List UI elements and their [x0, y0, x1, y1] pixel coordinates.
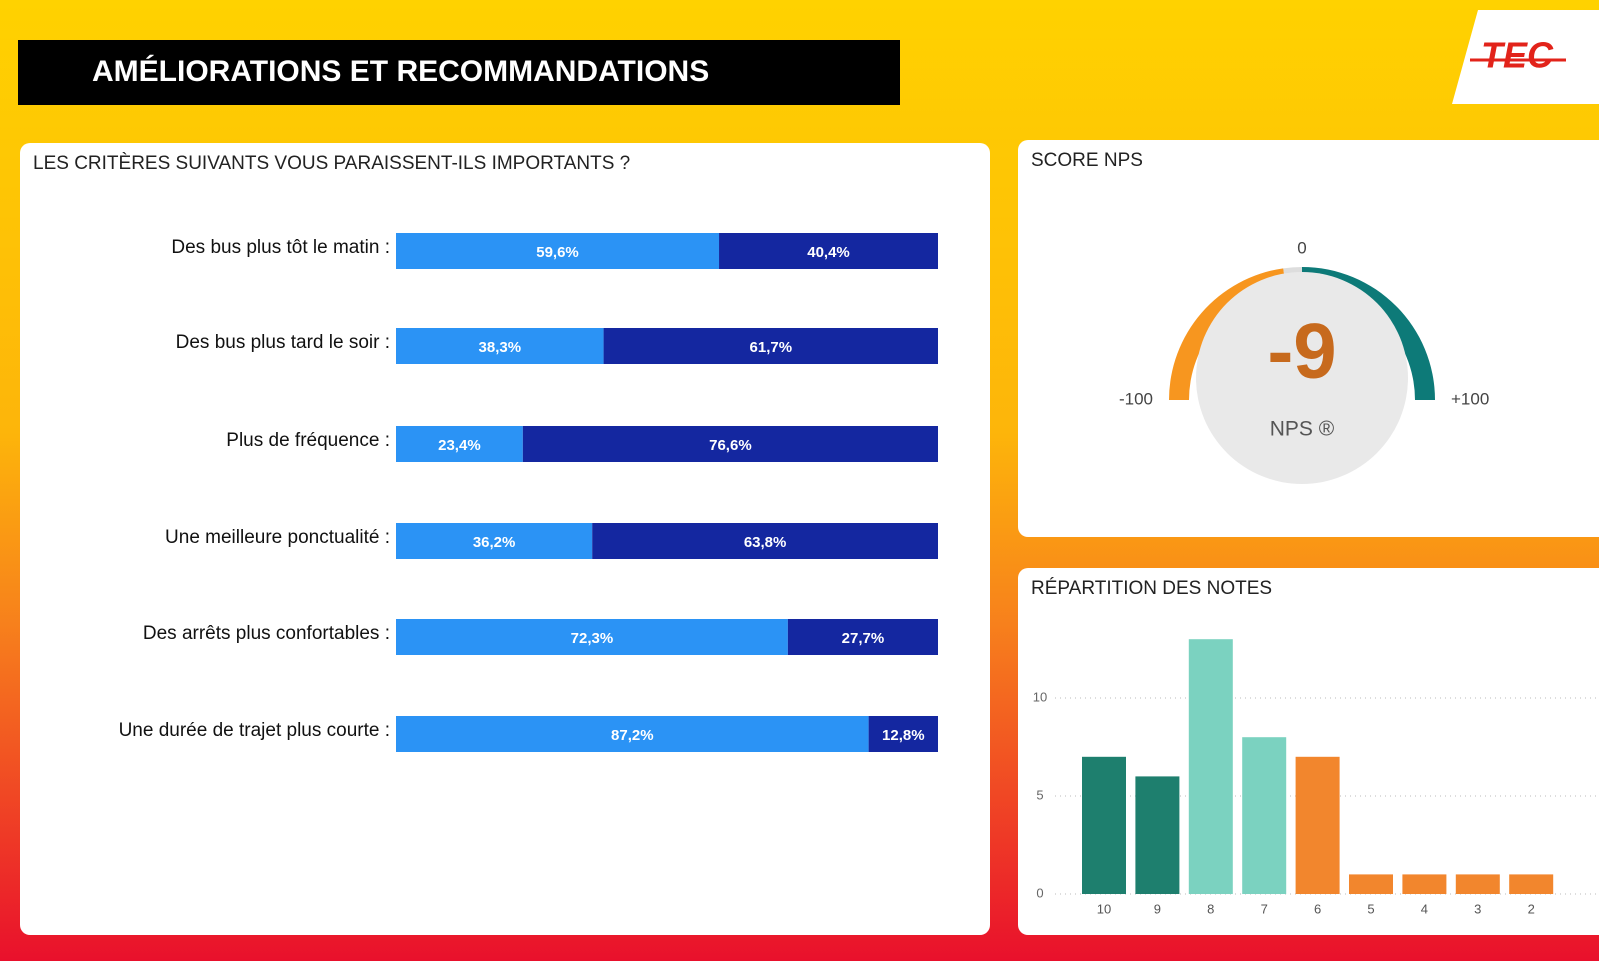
y-tick-label: 5 [1036, 787, 1043, 802]
x-tick-label: 7 [1261, 901, 1268, 916]
category-label: Des bus plus tôt le matin : [171, 237, 390, 258]
value-label: 87,2% [611, 727, 654, 744]
value-label: 12,8% [882, 727, 925, 744]
x-tick-label: 3 [1474, 901, 1481, 916]
bar-segment [396, 619, 788, 655]
bar [1135, 776, 1180, 894]
bar-segment [522, 426, 938, 462]
value-label: 27,7% [842, 630, 885, 647]
bar [1082, 756, 1126, 894]
x-tick-label: 9 [1154, 901, 1161, 916]
value-label: 40,4% [807, 244, 850, 261]
header-bar [18, 40, 900, 105]
x-tick-label: 5 [1367, 901, 1374, 916]
value-label: 63,8% [744, 534, 787, 551]
bar-segment [396, 426, 523, 462]
gauge-tick-label: 0 [1297, 238, 1306, 257]
x-tick-label: 2 [1528, 901, 1535, 916]
bar-segment [787, 619, 938, 655]
value-label: 38,3% [479, 339, 522, 356]
panel-title: SCORE NPS [1031, 150, 1143, 171]
bar [1188, 639, 1233, 894]
bar [1509, 874, 1554, 894]
logo: TEC [1481, 35, 1554, 76]
category-label: Une durée de trajet plus courte : [119, 720, 390, 741]
header-title: AMÉLIORATIONS ET RECOMMANDATIONS [92, 54, 709, 88]
bar-segment [603, 328, 938, 364]
bar-segment [592, 523, 938, 559]
y-tick-label: 0 [1036, 885, 1043, 900]
category-label: Des arrêts plus confortables : [143, 623, 390, 644]
gauge-tick-label: -100 [1119, 389, 1153, 408]
bar [1349, 874, 1393, 894]
gauge-disc [1196, 272, 1408, 484]
x-tick-label: 10 [1097, 901, 1111, 916]
bar-segment [396, 716, 869, 752]
x-tick-label: 8 [1207, 901, 1214, 916]
bar-segment [396, 233, 720, 269]
value-label: 23,4% [438, 437, 481, 454]
category-label: Des bus plus tard le soir : [176, 332, 390, 353]
bar-segment [396, 523, 593, 559]
value-label: 36,2% [473, 534, 516, 551]
category-label: Une meilleure ponctualité : [165, 527, 390, 548]
value-label: 72,3% [571, 630, 614, 647]
gauge-value: -9 [1267, 307, 1336, 395]
y-tick-label: 10 [1033, 689, 1047, 704]
bar-segment [719, 233, 938, 269]
value-label: 76,6% [709, 437, 752, 454]
gauge-tick-label: +100 [1451, 389, 1489, 408]
x-tick-label: 4 [1421, 901, 1428, 916]
bar [1242, 737, 1287, 894]
category-label: Plus de fréquence : [226, 430, 390, 451]
x-tick-label: 6 [1314, 901, 1321, 916]
logo-box [1452, 10, 1599, 104]
bar-segment [396, 328, 604, 364]
gauge-pointer [1281, 283, 1295, 303]
value-label: 61,7% [750, 339, 793, 356]
bar-segment [868, 716, 938, 752]
bar [1402, 874, 1447, 894]
value-label: 59,6% [536, 244, 579, 261]
panel-title: LES CRITÈRES SUIVANTS VOUS PARAISSENT-IL… [33, 153, 630, 174]
panel-title: RÉPARTITION DES NOTES [1031, 578, 1272, 599]
bar [1295, 756, 1340, 894]
gauge-label: NPS ® [1270, 418, 1335, 441]
bar [1455, 874, 1500, 894]
